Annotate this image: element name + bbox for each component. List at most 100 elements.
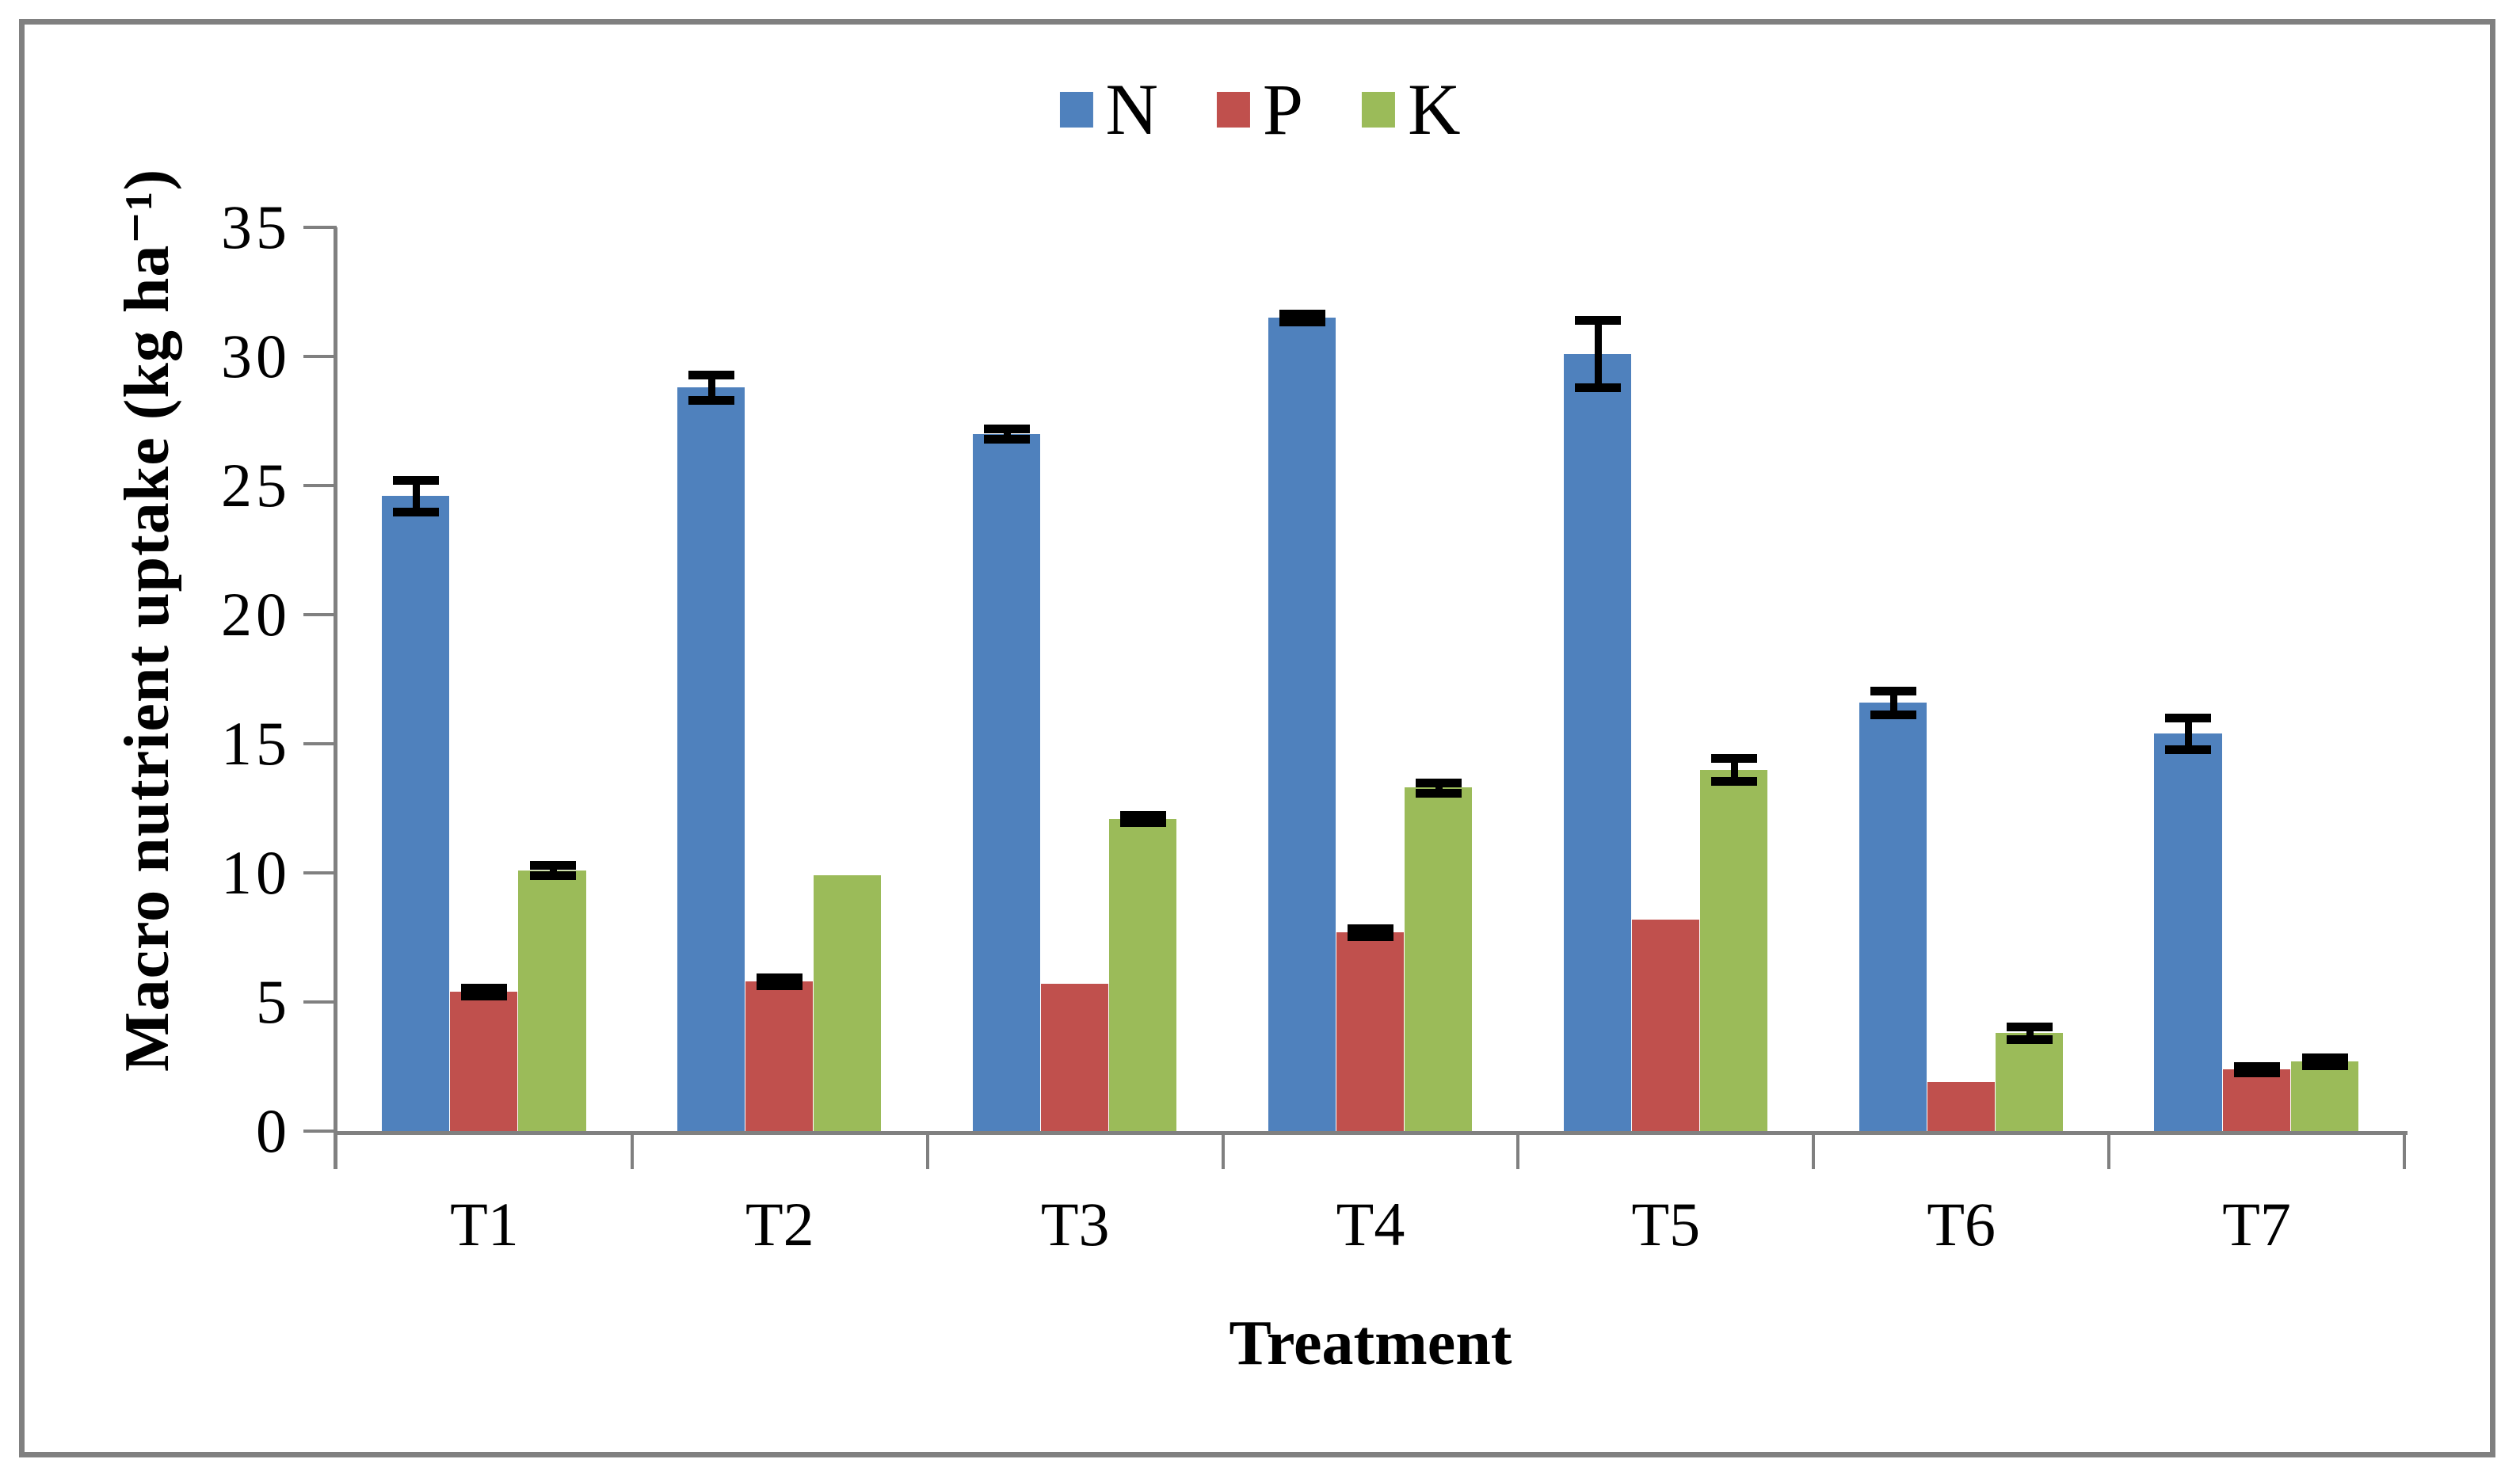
bar-K-T4	[1405, 787, 1473, 1131]
error-bar-line	[549, 865, 557, 876]
legend: N P K	[1059, 69, 1461, 150]
error-bar-line	[1004, 429, 1011, 440]
error-bar-cap-bottom	[2006, 1035, 2053, 1045]
legend-item-p: P	[1216, 69, 1304, 150]
y-tick-label: 0	[256, 1096, 291, 1165]
bar-K-T2	[814, 875, 882, 1131]
y-tick-label: 25	[221, 451, 291, 520]
error-bar-cap-bottom	[984, 435, 1030, 444]
x-category-label: T5	[1631, 1190, 1701, 1259]
error-bar-cap-bottom	[2301, 1061, 2348, 1070]
bar-N-T6	[1859, 702, 1927, 1131]
y-axis-title: Macro nutrient uptake (kg ha⁻¹)	[112, 168, 182, 1072]
error-bar-cap-top	[2165, 714, 2212, 723]
error-bar-line	[413, 480, 421, 512]
bar-N-T4	[1268, 318, 1336, 1131]
error-bar-line	[2026, 1026, 2034, 1040]
y-tick	[303, 613, 337, 616]
error-bar-cap-bottom	[2233, 1068, 2280, 1077]
error-bar-cap-top	[1870, 687, 1916, 696]
bar-K-T6	[1995, 1033, 2063, 1131]
bar-K-T7	[2290, 1061, 2358, 1131]
error-bar-cap-bottom	[688, 396, 735, 406]
error-bar-cap-bottom	[1574, 383, 1621, 393]
bar-K-T1	[518, 870, 586, 1131]
error-bar-cap-top	[2006, 1022, 2053, 1031]
x-tick	[2403, 1131, 2406, 1169]
legend-square-blue-icon	[1059, 91, 1093, 128]
error-bar-cap-bottom	[757, 981, 803, 990]
error-bar-cap-bottom	[529, 871, 576, 881]
legend-label-k: K	[1408, 69, 1461, 150]
y-tick	[303, 355, 337, 358]
y-tick	[303, 1130, 337, 1133]
y-tick-label: 5	[256, 967, 291, 1036]
bar-N-T7	[2154, 733, 2222, 1131]
x-category-label: T1	[450, 1190, 519, 1259]
y-tick	[303, 484, 337, 487]
error-bar-cap-top	[1710, 753, 1757, 763]
error-bar-cap-top	[2301, 1053, 2348, 1063]
bar-N-T3	[972, 433, 1041, 1131]
x-category-label: T2	[745, 1190, 814, 1259]
bar-P-T1	[450, 991, 518, 1131]
x-axis	[334, 1131, 2408, 1135]
error-bar-line	[708, 374, 716, 401]
error-bar-cap-top	[1120, 810, 1167, 820]
x-tick	[2107, 1131, 2111, 1169]
error-bar-cap-bottom	[1120, 818, 1167, 828]
bar-P-T3	[1041, 984, 1109, 1131]
error-bar-cap-bottom	[393, 507, 440, 516]
error-bar-cap-bottom	[1870, 710, 1916, 719]
y-tick	[303, 871, 337, 874]
error-bar-cap-top	[461, 984, 508, 993]
error-bar-cap-bottom	[1279, 317, 1325, 326]
legend-item-k: K	[1362, 69, 1461, 150]
error-bar-cap-top	[1574, 316, 1621, 326]
error-bar-cap-top	[984, 425, 1030, 434]
x-category-label: T3	[1040, 1190, 1110, 1259]
legend-square-red-icon	[1216, 91, 1250, 128]
y-tick	[303, 742, 337, 745]
error-bar-cap-top	[1348, 924, 1393, 934]
x-tick	[1516, 1131, 1520, 1169]
y-tick	[303, 1000, 337, 1004]
error-bar-cap-top	[529, 861, 576, 871]
y-axis	[334, 227, 337, 1169]
y-tick-label: 20	[221, 580, 291, 649]
error-bar-cap-bottom	[1710, 777, 1757, 787]
error-bar-cap-bottom	[1416, 788, 1462, 798]
error-bar-line	[1594, 320, 1602, 388]
bar-N-T1	[382, 496, 450, 1131]
error-bar-cap-top	[1279, 310, 1325, 319]
bar-P-T6	[1927, 1082, 1995, 1131]
figure-border	[19, 19, 2495, 1457]
error-bar-cap-bottom	[461, 991, 508, 1000]
y-tick-label: 15	[221, 709, 291, 778]
error-bar-cap-top	[2233, 1061, 2280, 1071]
error-bar-line	[2185, 718, 2193, 749]
bar-P-T2	[745, 981, 814, 1131]
bar-P-T7	[2222, 1069, 2290, 1131]
bar-N-T2	[677, 387, 745, 1131]
bar-K-T3	[1109, 818, 1177, 1131]
legend-label-p: P	[1262, 69, 1304, 150]
legend-square-green-icon	[1362, 91, 1396, 128]
x-category-label: T4	[1336, 1190, 1405, 1259]
x-tick	[1221, 1131, 1225, 1169]
y-tick	[303, 226, 337, 229]
x-tick	[1812, 1131, 1816, 1169]
bar-P-T5	[1631, 919, 1699, 1131]
x-axis-title: Treatment	[1229, 1309, 1512, 1378]
error-bar-line	[1435, 782, 1443, 793]
x-category-label: T6	[1927, 1190, 1996, 1259]
error-bar-cap-top	[393, 476, 440, 486]
x-category-label: T7	[2222, 1190, 2291, 1259]
bar-P-T4	[1336, 931, 1405, 1131]
legend-item-n: N	[1059, 73, 1158, 146]
bar-N-T5	[1563, 353, 1631, 1131]
y-tick-label: 35	[221, 192, 291, 261]
bar-K-T5	[1699, 769, 1768, 1131]
error-bar-cap-bottom	[2165, 745, 2212, 754]
